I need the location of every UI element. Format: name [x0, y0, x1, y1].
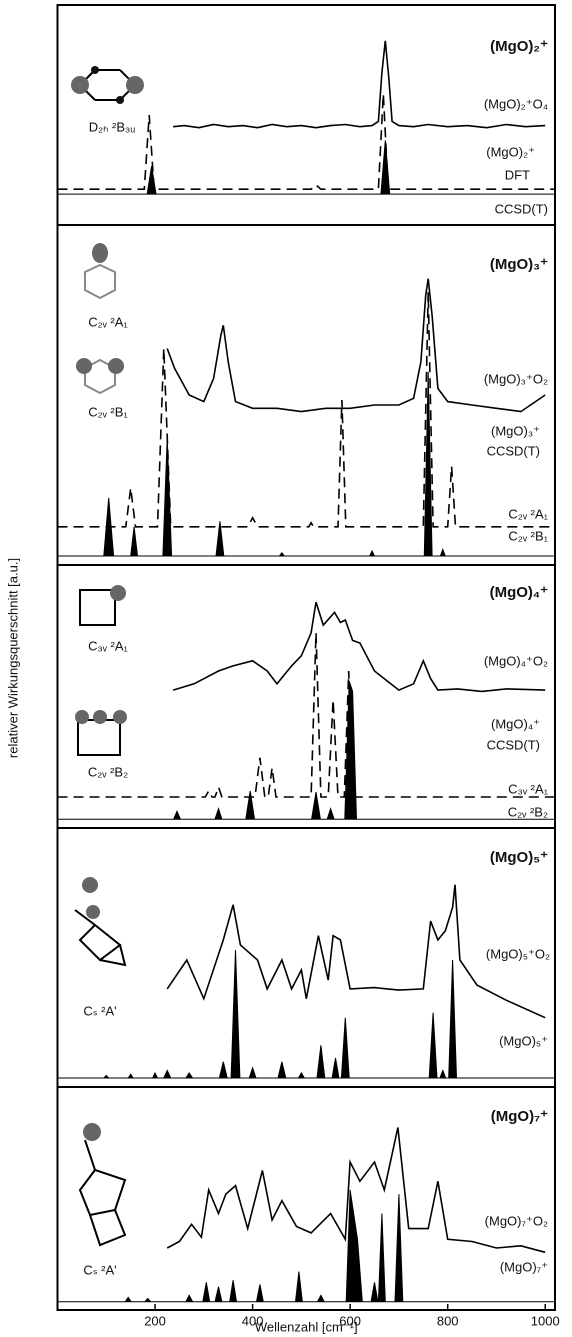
annotation: C₂ᵥ ²B₁ — [508, 528, 548, 543]
panel-title: (MgO)₅⁺ — [490, 849, 548, 866]
panel-title: (MgO)₂⁺ — [490, 38, 548, 55]
solid-trace — [173, 602, 545, 691]
annotation: (MgO)₇⁺ — [500, 1259, 548, 1274]
dashed-trace — [58, 292, 556, 527]
annotation: Cₛ ²A' — [83, 1262, 116, 1277]
x-axis-label: Wellenzahl [cm⁻¹] — [255, 1319, 358, 1334]
annotation: (MgO)₄⁺O₂ — [484, 653, 548, 668]
annotation: C₂ᵥ ²A₁ — [508, 506, 548, 521]
annotation: (MgO)₅⁺O₂ — [486, 946, 550, 961]
annotation: CCSD(T) — [495, 201, 548, 216]
solid-trace — [167, 279, 545, 412]
figure: relativer Wirkungsquerschnitt [a.u.] (Mg… — [0, 0, 572, 1337]
panel-title: (MgO)₃⁺ — [490, 256, 548, 273]
molecule — [75, 585, 127, 755]
panel-title: (MgO)₇⁺ — [491, 1108, 548, 1125]
dashed-trace — [58, 633, 556, 797]
y-axis-label: relativer Wirkungsquerschnitt [a.u.] — [5, 558, 20, 758]
panel-dividers — [58, 225, 556, 1087]
annotation: (MgO)₇⁺O₂ — [485, 1213, 548, 1228]
annotation: C₃ᵥ ²A₁ — [508, 781, 548, 796]
x-tick-label: 1000 — [531, 1313, 560, 1328]
dashed-trace — [58, 94, 556, 189]
annotation: (MgO)₅⁺ — [499, 1033, 548, 1048]
annotation: (MgO)₂⁺O₄ — [484, 96, 548, 111]
annotation: (MgO)₃⁺O₂ — [484, 371, 548, 386]
annotation: C₃ᵥ ²A₁ — [88, 638, 128, 653]
annotation: D₂ₕ ²B₃ᵤ — [89, 119, 136, 134]
filled-trace — [58, 681, 556, 819]
filled-trace — [58, 1190, 556, 1302]
molecule — [71, 66, 144, 104]
annotation: (MgO)₃⁺ — [491, 423, 540, 438]
annotation: Cₛ ²A' — [83, 1003, 116, 1018]
filled-trace — [58, 950, 556, 1078]
molecule-icons — [71, 66, 144, 1245]
x-tick-label: 200 — [144, 1313, 166, 1328]
annotation: DFT — [505, 167, 530, 182]
annotation: C₂ᵥ ²B₂ — [508, 804, 548, 819]
annotation: C₂ᵥ ²A₁ — [88, 314, 128, 329]
annotation: (MgO)₄⁺ — [491, 716, 540, 731]
x-tick-label: 800 — [437, 1313, 459, 1328]
annotation: C₂ᵥ ²B₂ — [88, 764, 128, 779]
filled-trace — [58, 372, 556, 556]
molecule — [75, 877, 125, 965]
annotation: C₂ᵥ ²B₁ — [88, 404, 128, 419]
annotation: (MgO)₂⁺ — [486, 144, 535, 159]
filled-trace — [58, 140, 556, 194]
panel-title: (MgO)₄⁺ — [490, 584, 548, 601]
molecule — [80, 1123, 125, 1245]
annotation: CCSD(T) — [487, 737, 540, 752]
frame — [58, 5, 556, 1310]
annotation: CCSD(T) — [487, 443, 540, 458]
page: relativer Wirkungsquerschnitt [a.u.] (Mg… — [0, 0, 572, 1337]
